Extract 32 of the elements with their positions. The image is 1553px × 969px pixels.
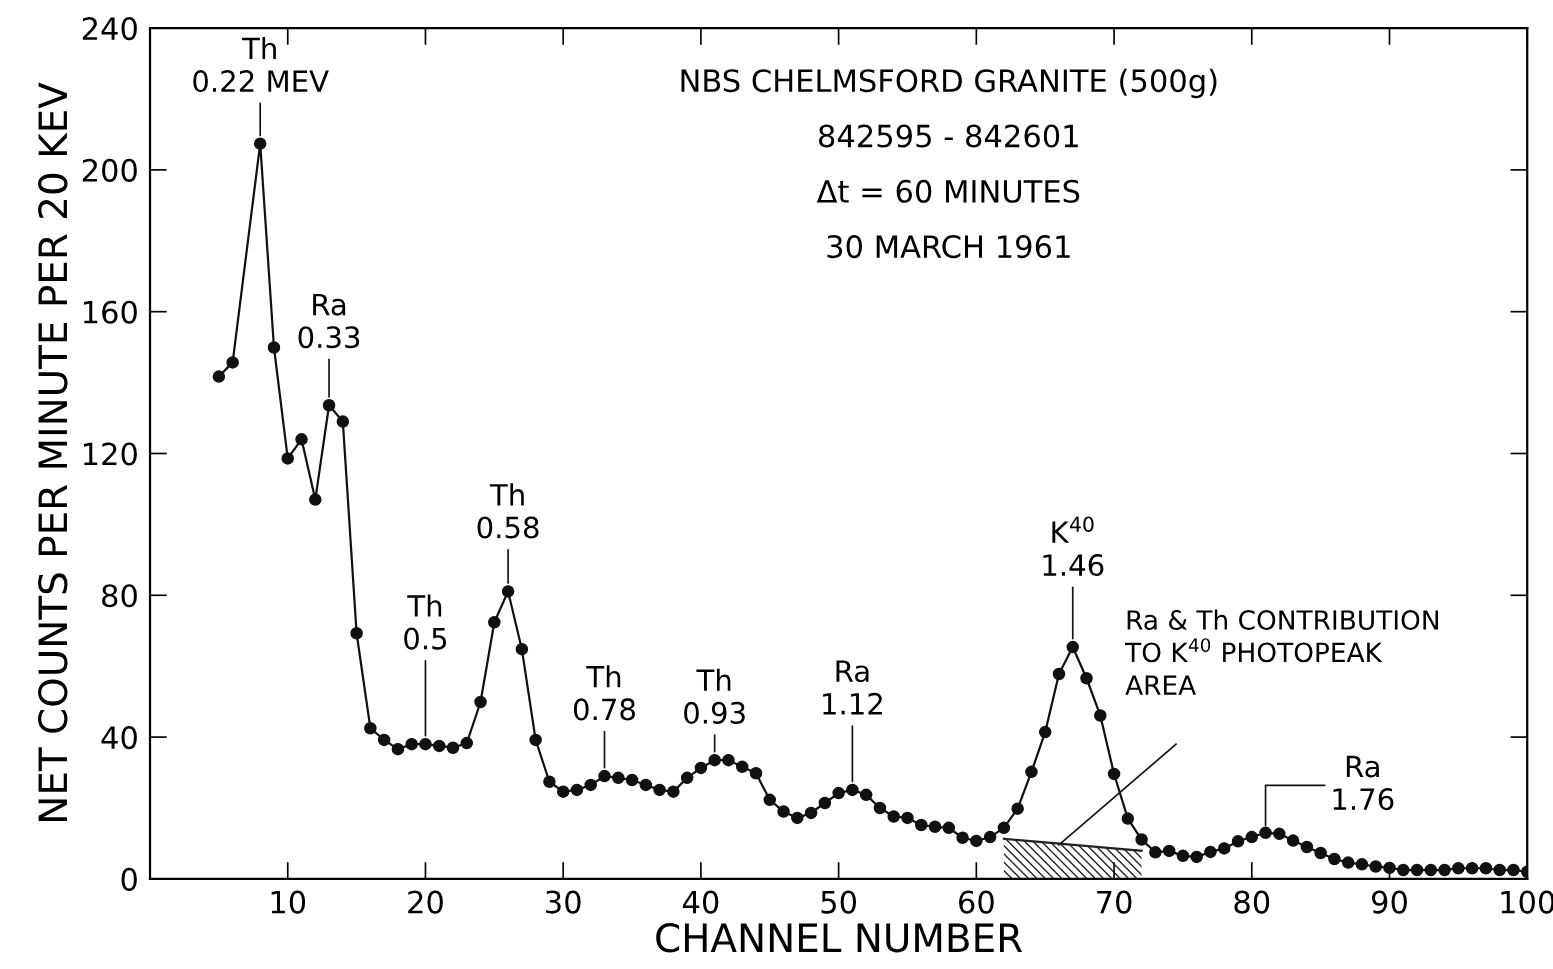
x-tick-label: 30 <box>546 890 581 914</box>
y-tick-label: 200 <box>82 158 137 182</box>
y-tick-label: 0 <box>121 867 137 891</box>
y-tick-label: 40 <box>101 726 137 750</box>
annotation: Ra & Th CONTRIBUTION TO K$^{40}$ PHOTOPEAK AREA <box>1125 609 1438 695</box>
x-tick-label: 60 <box>959 890 994 914</box>
annotation: 30 MARCH 1961 <box>827 235 1070 259</box>
annotation: Ra 1.12 <box>823 660 882 715</box>
x-tick-label: 80 <box>1234 890 1270 914</box>
x-tick-label: 90 <box>1371 890 1407 914</box>
annotation: Δt = 60 MINUTES <box>816 179 1080 203</box>
annotation: K$^{40}$ 1.46 <box>1043 516 1104 577</box>
annotation: Ra 1.76 <box>1333 755 1394 811</box>
x-tick-label: 50 <box>821 890 857 914</box>
x-tick-label: 40 <box>682 890 719 914</box>
annotation: Th 0.22 MEV <box>193 36 329 93</box>
y-tick-label: 240 <box>82 17 137 41</box>
y-axis-title: NET COUNTS PER MINUTE PER 20 KEV <box>38 82 68 821</box>
x-tick-label: 10 <box>271 890 306 914</box>
x-tick-label: 20 <box>408 890 443 914</box>
annotation: NBS CHELMSFORD GRANITE (500g) <box>681 68 1217 99</box>
annotation: Th 0.93 <box>684 668 745 724</box>
x-axis-title: CHANNEL NUMBER <box>656 923 1023 953</box>
annotation: Th 0.78 <box>573 665 635 721</box>
y-tick-label: 160 <box>83 300 137 324</box>
annotation: Th 0.58 <box>477 483 539 539</box>
annotation: 842595 - 842601 <box>819 124 1078 148</box>
y-tick-label: 120 <box>83 442 137 466</box>
annotation: Th 0.5 <box>404 594 447 650</box>
x-tick-label: 70 <box>1097 890 1132 914</box>
annotation: Ra 0.33 <box>298 293 360 349</box>
y-tick-label: 80 <box>102 584 137 608</box>
